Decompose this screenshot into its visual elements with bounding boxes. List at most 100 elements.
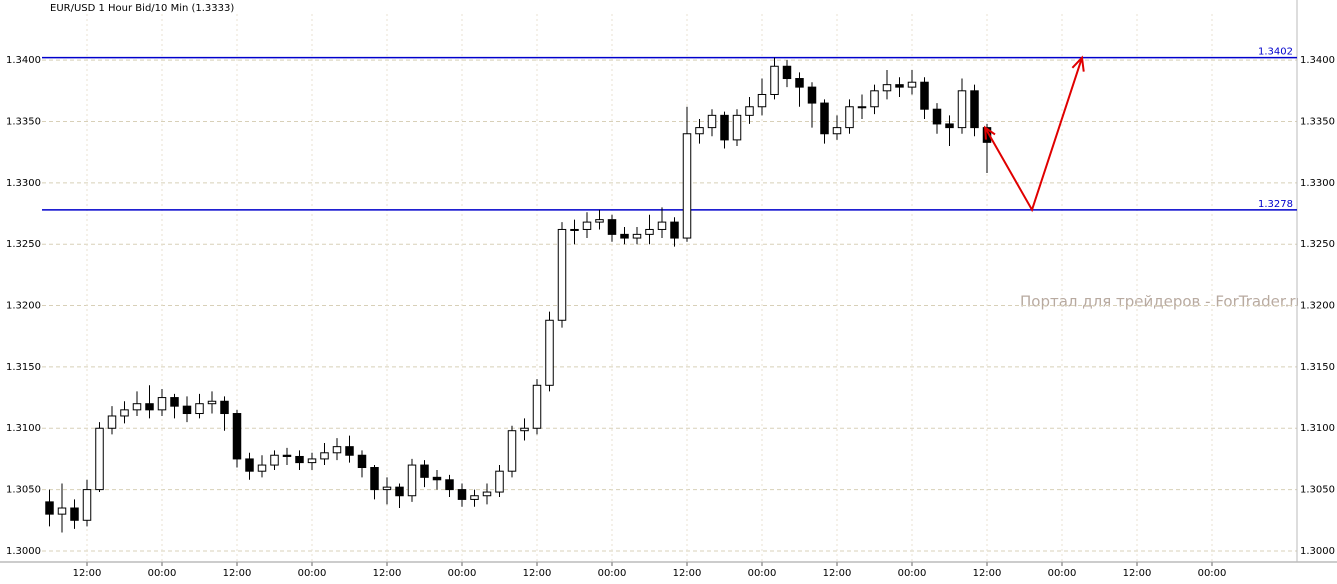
x-tick-label: 00:00	[298, 568, 327, 579]
candle-body	[370, 467, 379, 491]
candle-body	[120, 409, 129, 417]
candle-body	[445, 479, 454, 491]
y-tick-label: 1.3350	[6, 116, 41, 127]
candle-body	[907, 81, 917, 88]
x-tick-label: 00:00	[1198, 568, 1227, 579]
y-tick-label-right: 1.3350	[1300, 116, 1335, 127]
candle-body	[395, 486, 404, 497]
candle-body	[720, 114, 729, 141]
y-tick-label-right: 1.3400	[1300, 55, 1335, 66]
candle-body	[795, 78, 804, 88]
candle-body	[157, 397, 167, 411]
candle-body	[270, 454, 279, 466]
candle-body	[770, 65, 779, 95]
y-tick-label: 1.3050	[6, 485, 41, 496]
candle-body	[432, 476, 442, 481]
candle-body	[895, 84, 904, 88]
y-tick-label: 1.3400	[6, 55, 41, 66]
candle-body	[407, 464, 417, 497]
x-tick-label: 00:00	[898, 568, 927, 579]
candle-body	[945, 123, 954, 129]
candle-body	[345, 446, 354, 456]
candle-body	[295, 455, 304, 464]
arrow	[984, 57, 1083, 213]
candle-body	[845, 106, 854, 129]
x-tick-label: 12:00	[823, 568, 852, 579]
candle-body	[807, 86, 817, 104]
y-tick-label: 1.3300	[6, 178, 41, 189]
candle-body	[520, 427, 529, 432]
candle-body	[832, 127, 842, 135]
candle-body	[757, 93, 767, 108]
y-tick-label-right: 1.3150	[1300, 362, 1335, 373]
candle-body	[570, 228, 579, 231]
candle-body	[207, 400, 217, 405]
candle-body	[70, 507, 79, 521]
y-tick-label-right: 1.3300	[1300, 178, 1335, 189]
candle-body	[307, 458, 317, 464]
candle-body	[782, 65, 792, 80]
candle-body	[482, 491, 492, 497]
candle-body	[382, 486, 392, 491]
y-tick-label: 1.3100	[6, 423, 41, 434]
y-tick-label-right: 1.3250	[1300, 239, 1335, 250]
candle-body	[882, 84, 892, 92]
candle-body	[232, 413, 242, 460]
candle-body	[707, 114, 717, 129]
chart-title: EUR/USD 1 Hour Bid/10 Min (1.3333)	[50, 3, 234, 14]
candle-body	[732, 114, 742, 141]
x-tick-label: 00:00	[598, 568, 627, 579]
x-tick-label: 12:00	[223, 568, 252, 579]
x-tick-label: 12:00	[373, 568, 402, 579]
candle-body	[45, 501, 54, 515]
candle-body	[645, 228, 654, 235]
candle-body	[870, 90, 879, 108]
candle-body	[982, 127, 992, 143]
candle-body	[357, 454, 367, 469]
candle-body	[632, 233, 642, 239]
candle-body	[545, 319, 554, 386]
candle-body	[620, 233, 629, 239]
candle-body	[920, 81, 929, 110]
candle-body	[170, 397, 179, 407]
arrow-head	[1071, 55, 1085, 72]
y-tick-label-right: 1.3100	[1300, 423, 1335, 434]
candle-body	[495, 470, 504, 493]
candle-body	[557, 228, 567, 321]
x-tick-label: 00:00	[1048, 568, 1077, 579]
candle-body	[257, 464, 267, 472]
arrow-tail	[983, 125, 996, 140]
candle-body	[195, 403, 204, 415]
y-tick-label-right: 1.3200	[1300, 301, 1335, 312]
candle-body	[695, 127, 704, 135]
x-tick-label: 12:00	[1123, 568, 1152, 579]
candle-body	[657, 221, 667, 230]
x-tick-label: 00:00	[748, 568, 777, 579]
x-tick-label: 12:00	[673, 568, 702, 579]
candle-body	[745, 106, 754, 116]
candle-body	[970, 90, 979, 129]
y-tick-label: 1.3200	[6, 301, 41, 312]
candle-body	[532, 384, 542, 429]
candle-body	[420, 464, 429, 478]
candle-body	[282, 454, 292, 457]
candle-body	[220, 400, 229, 415]
y-tick-label-right: 1.3000	[1300, 546, 1335, 557]
candle-body	[182, 405, 192, 415]
candle-body	[670, 221, 679, 239]
y-tick-label-right: 1.3050	[1300, 485, 1335, 496]
candle-body	[332, 446, 342, 454]
watermark: Портал для трейдеров - ForTrader.ru	[1020, 293, 1305, 311]
candle-body	[245, 458, 254, 472]
candle-body	[582, 221, 592, 230]
candle-body	[682, 133, 692, 239]
candle-body	[132, 403, 142, 411]
candle-body	[932, 108, 942, 125]
candle-body	[857, 106, 867, 109]
candle-body	[82, 489, 92, 521]
level-label: 1.3278	[1258, 199, 1293, 210]
candle-body	[607, 219, 617, 235]
y-tick-label: 1.3000	[6, 546, 41, 557]
